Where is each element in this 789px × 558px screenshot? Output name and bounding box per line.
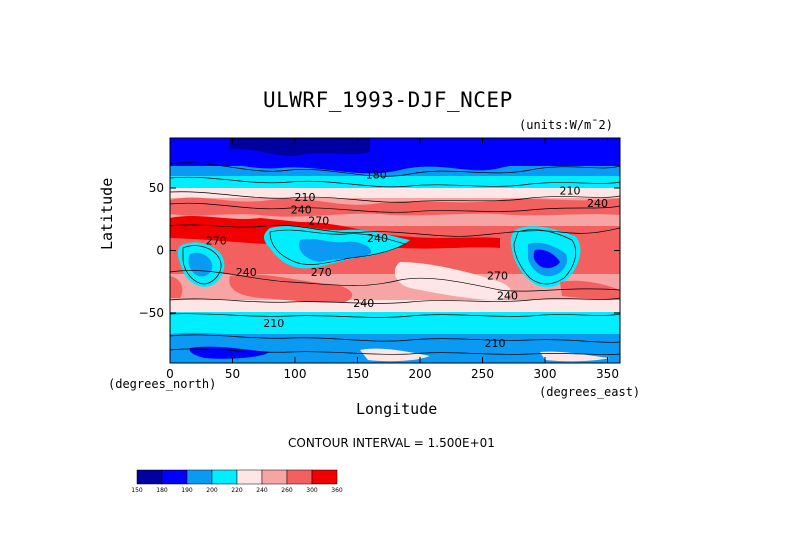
colorbar: 150 180 190 200 220 240 260 300 360 — [131, 469, 343, 494]
x-tick-label: 50 — [225, 367, 240, 381]
x-tick-label: 250 — [471, 367, 494, 381]
units-label: (units:W/m¯2) — [519, 118, 613, 132]
blob-antarctic-low-a — [189, 346, 270, 359]
y-unit-label: (degrees_north) — [108, 377, 217, 391]
blob-nh-subtropical — [170, 197, 620, 217]
contour-label: 210 — [263, 317, 284, 330]
colorbar-label: 200 — [206, 487, 218, 494]
contour-label: 240 — [587, 197, 608, 210]
blob-maritime-core — [299, 238, 371, 262]
band-nh-high — [170, 166, 620, 178]
colorbar-label: 150 — [131, 487, 143, 494]
contour-line — [269, 229, 406, 265]
contour-label: 270 — [487, 270, 508, 283]
colorbar-swatch — [261, 469, 288, 485]
x-unit-label: (degrees_east) — [539, 385, 641, 399]
colorbar-label: 240 — [256, 487, 268, 494]
blob-sh-atlantic — [560, 280, 620, 300]
contour-label: 210 — [485, 337, 506, 350]
x-tick-label: 350 — [596, 367, 619, 381]
blob-antarctic-ice — [360, 348, 430, 362]
contour-label: 240 — [236, 266, 257, 279]
chart-title: ULWRF_1993-DJF_NCEP — [263, 88, 513, 112]
colorbar-swatch — [236, 469, 263, 485]
x-tick-label: 300 — [534, 367, 557, 381]
colorbar-label: 220 — [231, 487, 243, 494]
blob-antarctic-ice-b — [540, 351, 610, 362]
x-tick-label: 0 — [166, 367, 174, 381]
blob-south-america-deep — [533, 249, 560, 269]
contour-line — [170, 297, 620, 304]
x-tick-label: 200 — [409, 367, 432, 381]
contour-line — [170, 224, 620, 237]
x-axis-label: Longitude — [356, 400, 438, 418]
contour-label: 270 — [206, 235, 227, 248]
x-tick-label: 150 — [346, 367, 369, 381]
contour-label: 240 — [497, 290, 518, 303]
contour-line — [170, 176, 620, 188]
contour-label: 180 — [366, 168, 387, 181]
contour-label: 270 — [308, 215, 329, 228]
blob-arctic-core — [230, 138, 370, 157]
contour-label: 240 — [353, 297, 374, 310]
contour-line — [513, 229, 576, 285]
contour-interval-text: CONTOUR INTERVAL = 1.500E+01 — [288, 436, 495, 450]
contour-line — [170, 202, 620, 213]
contour-line — [170, 334, 620, 343]
x-tick-label: 100 — [284, 367, 307, 381]
contour-line — [170, 162, 620, 177]
colorbar-swatch — [311, 469, 338, 485]
colorbar-label: 260 — [281, 487, 293, 494]
colorbar-label: 300 — [306, 487, 318, 494]
blob-sh-west — [170, 276, 183, 298]
axis-ticks: 0 50 100 150 200 250 300 350 −50 0 50 — [139, 138, 620, 381]
colorbar-swatch — [161, 469, 188, 485]
contour-line — [170, 313, 620, 318]
band-nh-sub — [170, 188, 620, 200]
colorbar-swatch — [186, 469, 213, 485]
contour-line — [170, 270, 620, 292]
blob-sh-indian — [229, 274, 353, 303]
colorbar-label: 180 — [156, 487, 168, 494]
contour-line — [170, 191, 620, 203]
contour-label: 240 — [367, 232, 388, 245]
colorbar-label: 360 — [331, 487, 343, 494]
contour-label: 210 — [295, 191, 316, 204]
colorbar-label: 190 — [181, 487, 193, 494]
contour-label: 240 — [291, 203, 312, 216]
colorbar-swatch — [286, 469, 313, 485]
contour-line — [170, 348, 620, 355]
contour-line — [182, 245, 222, 285]
y-tick-label: 50 — [149, 181, 164, 195]
contour-label: 210 — [560, 185, 581, 198]
y-tick-label: 0 — [156, 244, 164, 258]
band-nh-mid — [170, 176, 620, 190]
band-sh-mid — [170, 300, 620, 314]
y-tick-label: −50 — [139, 306, 164, 320]
colorbar-swatch — [211, 469, 238, 485]
colorbar-swatch — [136, 469, 163, 485]
contour-label: 270 — [311, 266, 332, 279]
contour-lines — [170, 162, 620, 355]
